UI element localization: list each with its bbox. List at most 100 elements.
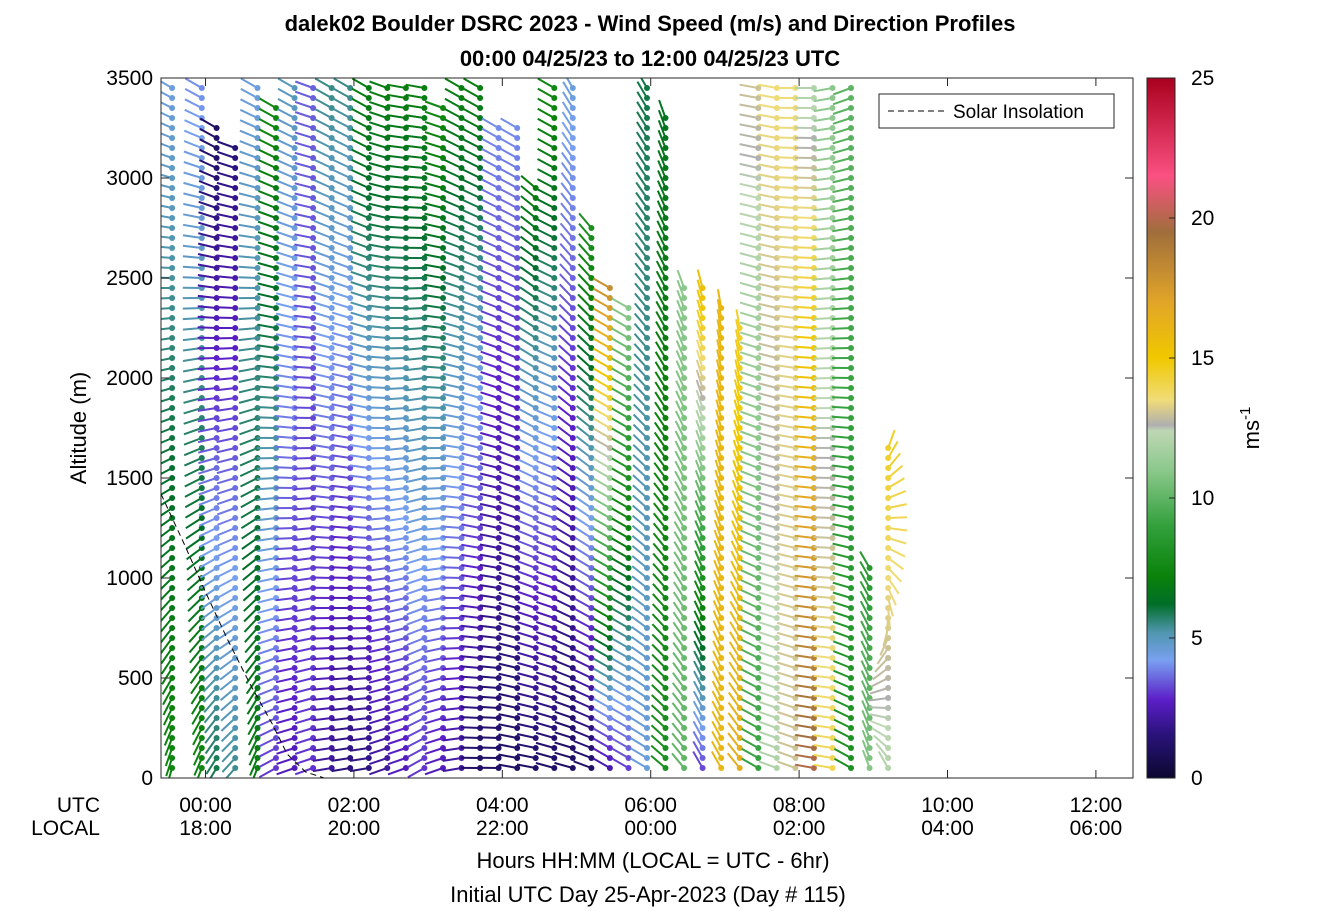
wind-barb-dot [273,365,279,371]
wind-barb-dot [169,355,176,361]
wind-barb-dot [198,695,205,701]
wind-barb-stick [577,324,593,339]
wind-barb-stick [275,557,295,561]
wind-barb-dot [232,475,239,481]
wind-barb-dot [421,95,428,101]
wind-barb-dot [198,435,205,441]
wind-barb-dot [402,445,409,451]
wind-barb-dot [347,435,354,441]
wind-barb-stick [368,172,388,179]
wind-barb-dot [169,565,176,571]
wind-barb-stick [294,80,314,89]
wind-barb-dot [736,375,743,381]
wind-barb-dot [699,615,706,621]
wind-barb-stick [161,457,173,465]
wind-barb-dot [384,655,391,661]
wind-barb-dot [402,745,409,751]
wind-barb-dot [569,355,576,361]
wind-barb-dot [198,445,205,451]
wind-barb-dot [477,475,484,481]
wind-barb-stick [276,200,295,209]
wind-barb-stick [351,87,370,99]
wind-barb-dot [514,315,521,321]
wind-barb-dot [848,725,854,731]
wind-barb-stick [479,462,499,469]
wind-barb-dot [644,85,650,91]
wind-barb-stick [442,545,462,549]
wind-barb-dot [458,295,465,301]
wind-barb-stick [198,517,218,527]
wind-barb-stick [461,503,481,509]
wind-barb-dot [421,175,428,181]
wind-barb-stick [573,658,592,669]
wind-barb-dot [699,545,706,551]
wind-barb-stick [444,78,462,89]
wind-barb-dot [551,395,558,401]
wind-barb-dot [829,115,836,121]
wind-barb-dot [458,285,465,291]
wind-barb-stick [203,697,218,713]
wind-barb-stick [257,487,277,491]
wind-barb-stick [424,737,444,745]
wind-barb-stick [537,78,555,89]
wind-barb-stick [575,445,593,459]
wind-barb-stick [368,547,388,552]
wind-barb-dot [213,645,220,651]
wind-barb-dot [232,375,239,381]
wind-barb-dot [232,645,239,651]
wind-barb-dot [569,325,576,331]
wind-barb-dot [421,715,428,721]
wind-barb-stick [368,304,388,309]
wind-barb-dot [254,315,261,321]
wind-barb-dot [365,765,372,771]
wind-barb-dot [254,555,261,561]
wind-barb-stick [257,333,277,339]
wind-barb-dot [644,335,650,341]
wind-barb-dot [440,345,446,351]
wind-barb-stick [498,703,518,709]
wind-barb-dot [551,405,558,411]
wind-barb-stick [294,627,314,633]
wind-barb-stick [312,545,332,549]
x-axis-label: Hours HH:MM (LOCAL = UTC - 6hr) [476,848,829,873]
wind-barb-stick [217,547,236,557]
wind-barb-stick [216,171,236,179]
wind-barb-stick [405,114,425,119]
wind-barb-dot [532,355,539,361]
wind-barb-dot [848,675,854,681]
wind-barb-dot [606,385,613,391]
wind-barb-stick [368,467,388,470]
wind-barb-dot [365,85,372,91]
wind-barb-stick [387,597,407,603]
wind-barb-dot [699,475,706,481]
wind-barb-dot [421,255,428,261]
wind-barb-stick [216,181,236,189]
wind-barb-dot [625,385,632,391]
wind-barb-stick [499,390,518,399]
wind-barb-stick [350,342,370,349]
wind-barb-stick [312,403,332,409]
wind-barb-dot [699,425,706,431]
wind-barb-stick [368,737,388,745]
wind-barb-dot [718,725,725,731]
wind-barb-stick [182,223,202,229]
wind-barb-stick [188,617,203,633]
wind-barb-dot [273,375,279,381]
wind-barb-stick [200,607,218,621]
wind-barb-dot [885,655,892,661]
wind-barb-stick [276,717,295,725]
wind-barb-dot [662,745,669,751]
wind-barb-dot [458,465,465,471]
wind-barb-stick [479,695,499,699]
wind-barb-dot [848,495,854,501]
wind-barb-dot [755,345,762,351]
wind-barb-dot [699,735,706,741]
wind-barb-stick [592,387,611,399]
wind-barb-dot [365,175,372,181]
wind-barb-dot [495,765,502,771]
wind-barb-dot [644,255,650,261]
wind-barb-stick [561,111,574,129]
wind-barb-dot [681,565,688,571]
wind-barb-dot [755,235,762,241]
wind-barb-stick [554,659,574,669]
